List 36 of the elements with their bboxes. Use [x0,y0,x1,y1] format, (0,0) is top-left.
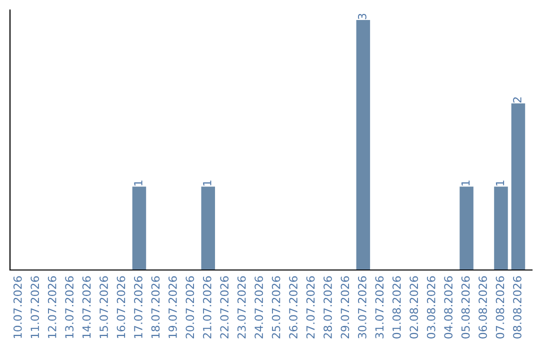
x-tick-label: 31.07.2026 [375,276,384,338]
x-tick-label: 24.07.2026 [254,276,264,338]
x-tick-label: 12.07.2026 [48,276,56,338]
data-label: 1 [462,180,470,186]
x-tick-label: 19.07.2026 [168,276,177,338]
x-tick-label: 13.07.2026 [65,276,74,338]
data-label: 3 [358,14,366,20]
x-tick-label: 08.08.2026 [513,276,522,338]
x-tick-label: 14.07.2026 [82,276,91,338]
x-tick-label: 17.07.2026 [134,276,142,338]
data-label: 2 [513,97,522,103]
x-tick-label: 15.07.2026 [100,276,108,338]
x-tick-label: 28.07.2026 [324,276,332,338]
x-tick-label: 05.08.2026 [461,276,470,338]
x-tick-label: 22.07.2026 [220,276,229,338]
x-tick-label: 29.07.2026 [340,276,350,338]
x-tick-label: 16.07.2026 [116,276,126,338]
data-label: 1 [203,180,212,186]
data-label: 1 [496,180,504,186]
x-tick-label: 30.07.2026 [358,276,366,338]
x-tick-label: 23.07.2026 [237,276,246,338]
x-tick-label: 26.07.2026 [289,276,298,338]
x-tick-label: 04.08.2026 [444,276,453,338]
x-tick-label: 27.07.2026 [306,276,315,338]
x-tick-label: 10.07.2026 [13,276,22,338]
x-tick-label: 21.07.2026 [202,276,212,338]
x-tick-label: 20.07.2026 [186,276,194,338]
x-tick-label: 25.07.2026 [272,276,280,338]
x-tick-label: 07.08.2026 [496,276,504,338]
x-tick-label: 06.08.2026 [478,276,487,338]
data-label: 1 [134,180,142,186]
x-tick-label: 01.08.2026 [392,276,401,338]
x-tick-label: 02.08.2026 [410,276,418,338]
x-tick-label: 18.07.2026 [151,276,160,338]
x-tick-label: 11.07.2026 [30,276,40,338]
x-tick-label: 03.08.2026 [426,276,436,338]
